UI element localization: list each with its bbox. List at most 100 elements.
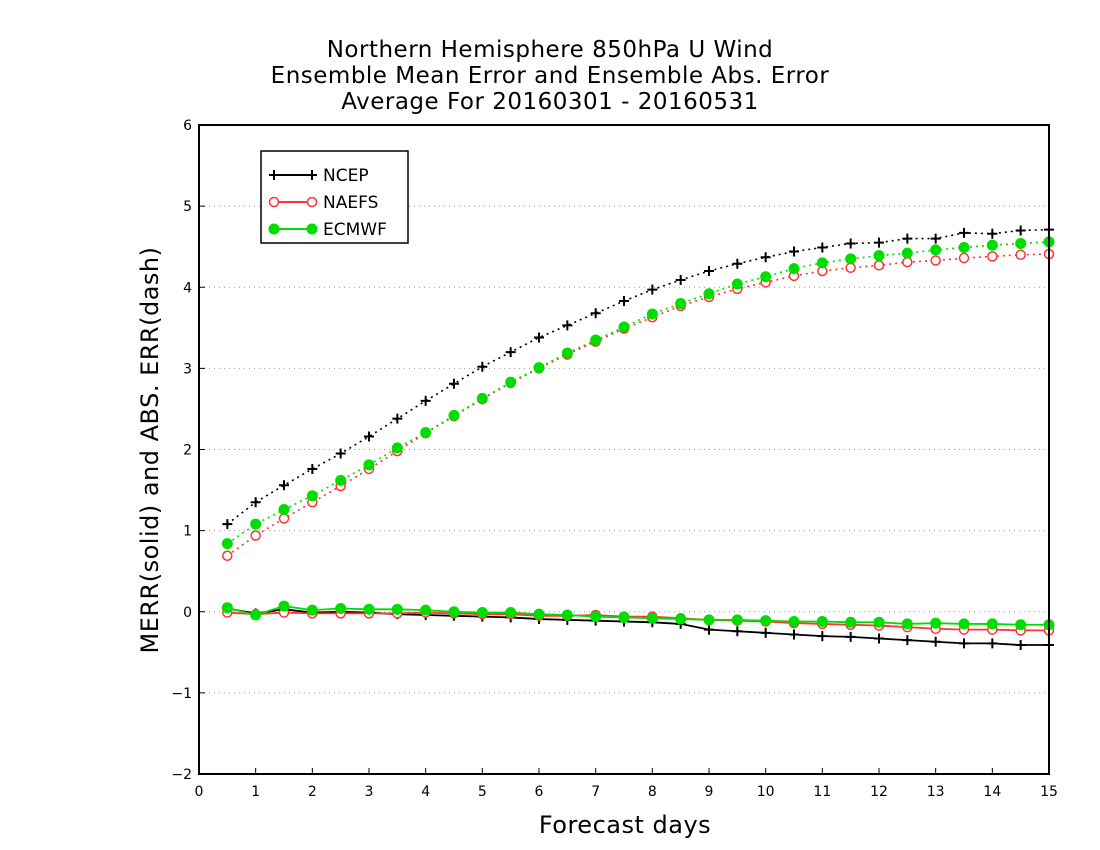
point-ecmwf [646,308,658,320]
point-ncep [845,238,856,249]
point-ncep [675,274,686,285]
point-ncep [364,431,374,442]
y-tick-label: −1 [171,686,192,702]
point-ncep [930,233,941,244]
point-ncep [449,378,459,389]
point-ecmwf [618,321,630,333]
legend-box [260,150,409,244]
point-ncep [477,361,488,372]
y-axis-label: MERR(solid) and ABS. ERR(dash) [136,246,164,654]
point-ecmwf [675,613,687,625]
x-tick-label: 11 [813,784,831,800]
point-ecmwf [788,615,800,627]
point-ncep [505,347,516,358]
x-tick-label: 3 [365,784,374,800]
point-ecmwf [476,607,488,619]
point-ecmwf [901,618,913,630]
point-ncep [279,480,289,491]
point-ncep [987,228,998,239]
point-ecmwf [1015,237,1027,249]
x-tick-label: 1 [251,784,260,800]
x-tick-label: 13 [927,784,945,800]
y-tick-label: 5 [183,199,192,215]
y-tick-label: 0 [183,605,192,621]
point-ecmwf [873,616,885,628]
point-ecmwf [873,250,885,262]
point-ncep [335,448,346,459]
series-ecmwf-abs-error [221,236,1055,550]
point-ecmwf [760,271,772,283]
legend-marker [268,223,280,235]
point-ncep [789,629,799,640]
x-tick-label: 8 [648,784,657,800]
point-ncep [902,635,913,646]
legend-label: NAEFS [323,193,378,213]
y-tick-label: 6 [183,118,192,134]
point-ecmwf [278,600,290,612]
point-naefs [278,513,290,524]
chart-title-line-1: Northern Hemisphere 850hPa U Wind [326,37,774,63]
point-ncep [760,252,771,263]
point-naefs [930,255,941,266]
point-ecmwf [788,263,800,275]
point-ncep [534,332,544,343]
point-ecmwf [958,241,970,253]
point-ecmwf [250,518,262,530]
point-naefs [902,256,913,268]
legend-marker [307,170,317,180]
point-ncep [420,395,431,406]
point-ecmwf [221,602,233,614]
point-ncep [307,463,318,474]
x-tick-label: 9 [705,784,714,800]
point-ecmwf [731,614,743,626]
point-ecmwf [703,614,715,626]
series-naefs-abs-error [222,248,1055,562]
y-tick-label: 2 [183,443,192,459]
point-ecmwf [590,334,602,346]
point-ncep [392,413,403,424]
chart-title-line-2: Ensemble Mean Error and Ensemble Abs. Er… [270,63,830,89]
point-ecmwf [930,617,942,629]
point-ncep [562,320,573,331]
y-tick-label: −2 [171,767,192,783]
point-ecmwf [845,616,857,628]
point-ecmwf [930,244,942,256]
legend-item-naefs: NAEFS [268,193,378,213]
x-tick-label: 5 [478,784,487,800]
series-layer [221,224,1055,651]
x-tick-label: 0 [195,784,204,800]
x-tick-label: 4 [421,784,430,800]
legend-item-ecmwf: ECMWF [268,220,387,240]
legend-label: NCEP [323,166,369,186]
series-ecmwf-mean-error [221,600,1055,631]
point-ecmwf [505,376,517,388]
point-naefs [987,251,998,262]
point-ncep [704,624,714,635]
point-ncep [704,266,714,277]
legend-marker [269,170,279,180]
legend-label: ECMWF [323,220,387,240]
point-ncep [619,296,629,307]
point-ncep [222,519,233,530]
point-ecmwf [391,442,403,454]
point-ncep [902,233,913,244]
point-ecmwf [363,459,375,471]
point-ecmwf [816,615,828,627]
line-naefs-abs-error [226,253,1050,557]
point-ncep [789,246,799,257]
point-ecmwf [335,474,347,486]
point-ncep [760,627,771,638]
point-ecmwf [476,392,488,404]
y-tick-label: 1 [183,524,192,540]
point-ncep [732,626,743,637]
point-naefs [873,260,885,271]
point-ecmwf [731,278,743,290]
point-ncep [647,284,658,295]
x-tick-label: 15 [1040,784,1058,800]
point-ecmwf [901,247,913,259]
legend-marker [306,223,318,235]
legend: NCEP NAEFS ECMWF [260,150,409,244]
point-ecmwf [533,608,545,620]
legend-marker [306,196,318,208]
